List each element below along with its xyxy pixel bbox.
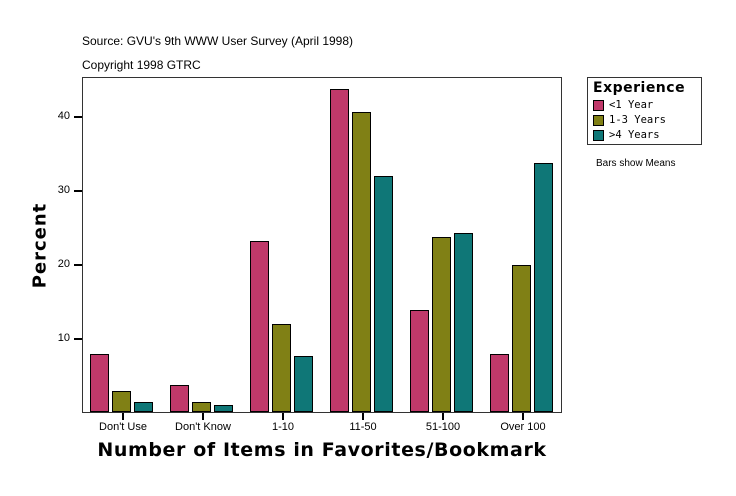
x-tick-label: Don't Know xyxy=(175,421,231,433)
legend-swatch-icon xyxy=(593,129,604,141)
x-tick-label: Don't Use xyxy=(99,421,147,433)
x-tick xyxy=(202,413,204,420)
x-tick xyxy=(282,413,284,420)
bar xyxy=(294,356,313,412)
bar xyxy=(432,237,451,412)
bar xyxy=(512,265,531,412)
copyright-text: Copyright 1998 GTRC xyxy=(82,58,201,72)
plot-area xyxy=(82,77,562,413)
legend-title: Experience xyxy=(593,80,686,96)
x-tick xyxy=(122,413,124,420)
x-tick-label: 1-10 xyxy=(271,421,295,433)
legend: Experience <1 Year 1-3 Years >4 Years xyxy=(587,77,702,145)
legend-item: <1 Year xyxy=(593,98,653,112)
x-tick-label: 11-50 xyxy=(349,421,377,433)
source-text: Source: GVU's 9th WWW User Survey (April… xyxy=(82,34,354,48)
bar xyxy=(112,391,131,412)
y-tick xyxy=(74,264,82,266)
bar xyxy=(534,163,553,412)
legend-swatch-icon xyxy=(593,99,604,111)
x-tick xyxy=(442,413,444,420)
legend-item: 1-3 Years xyxy=(593,113,666,127)
legend-swatch-icon xyxy=(593,114,604,126)
x-tick xyxy=(362,413,364,420)
bar xyxy=(90,354,109,412)
bar xyxy=(272,324,291,412)
bar xyxy=(490,354,509,412)
bar xyxy=(454,233,473,412)
y-axis-title: Percent xyxy=(29,202,51,289)
bar xyxy=(214,405,233,412)
bar xyxy=(374,176,393,412)
y-tick-label: 30 xyxy=(57,184,70,196)
y-tick-label: 20 xyxy=(57,258,70,270)
y-tick xyxy=(74,190,82,192)
legend-item: >4 Years xyxy=(593,128,660,142)
x-axis-title: Number of Items in Favorites/Bookmark xyxy=(97,439,547,461)
y-tick-label: 40 xyxy=(57,110,70,122)
bar xyxy=(250,241,269,412)
bars-note: Bars show Means xyxy=(596,158,676,169)
x-tick-label: 51-100 xyxy=(425,421,461,433)
y-tick xyxy=(74,116,82,118)
bar xyxy=(352,112,371,412)
y-tick-label: 10 xyxy=(57,332,70,344)
y-tick xyxy=(74,338,82,340)
bar xyxy=(330,89,349,412)
bar xyxy=(192,402,211,412)
x-tick-label: Over 100 xyxy=(500,421,546,433)
bar xyxy=(410,310,429,412)
bar xyxy=(170,385,189,412)
x-tick xyxy=(522,413,524,420)
bar xyxy=(134,402,153,412)
